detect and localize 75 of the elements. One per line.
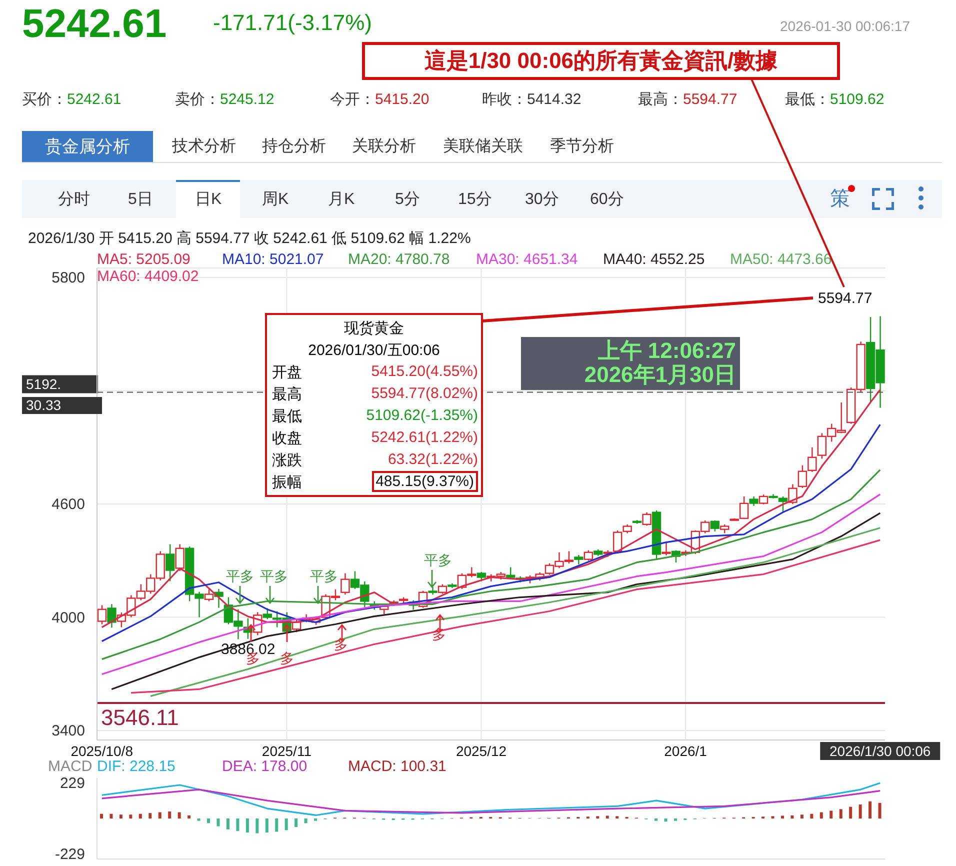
x-tick-label: 2026/1/30 00:06 bbox=[830, 743, 931, 759]
annotation: 现货黄金 bbox=[343, 319, 405, 338]
text: MA60: 4409.02 bbox=[97, 268, 199, 285]
annotation: 5594.77 bbox=[818, 290, 872, 307]
x-tick-label: 2025/12 bbox=[456, 743, 507, 759]
text: MA10: 5021.07 bbox=[222, 251, 324, 268]
y-tick-label: 5800 bbox=[52, 269, 85, 286]
y-tick-label: -229 bbox=[54, 846, 85, 864]
annotation: 最高 bbox=[272, 385, 302, 404]
annotation: 振幅 bbox=[272, 473, 302, 492]
text: 昨收：5414.32 bbox=[482, 91, 582, 108]
text: 月K bbox=[328, 190, 355, 210]
text: 贵金属分析 bbox=[22, 131, 153, 162]
annotation: 5109.62(-1.35%) bbox=[366, 407, 478, 424]
chart-title: 5242.61 bbox=[22, 2, 167, 46]
text: MA30: 4651.34 bbox=[476, 251, 578, 268]
annotation: 平多 bbox=[226, 568, 254, 586]
text: 最高：5594.77 bbox=[638, 91, 738, 108]
series-label: DEA: 178.00 bbox=[222, 758, 308, 775]
text: 最低：5109.62 bbox=[785, 91, 884, 108]
series-label: DIF: 228.15 bbox=[97, 758, 176, 775]
text: 2026-01-30 00:06:17 bbox=[780, 18, 910, 34]
annotation: 多 bbox=[334, 636, 348, 654]
text: MA40: 4552.25 bbox=[603, 251, 705, 268]
text: 今开：5415.20 bbox=[330, 91, 430, 108]
annotation: 收盘 bbox=[272, 429, 302, 448]
text: 持仓分析 bbox=[262, 137, 326, 157]
text: 15分 bbox=[458, 190, 492, 210]
annotation: 上午 12:06:27 bbox=[596, 338, 736, 363]
annotation: 开盘 bbox=[272, 363, 302, 382]
y-tick-label: 4600 bbox=[52, 496, 85, 513]
text: 分时 bbox=[58, 190, 90, 210]
x-tick-label: 2025/10/8 bbox=[70, 743, 134, 759]
text: 日K bbox=[195, 190, 222, 210]
text: MA5: 5205.09 bbox=[97, 251, 190, 268]
annotation: 平多 bbox=[424, 552, 452, 570]
text: 2026/1/30 开 5415.20 高 5594.77 收 5242.61 低 5109.62 幅 1.22% bbox=[28, 229, 471, 248]
x-tick-label: 2025/11 bbox=[262, 743, 312, 759]
annotation: 平多 bbox=[310, 568, 338, 586]
chart-title: 5242.61 bbox=[67, 91, 122, 108]
text: 技术分析 bbox=[172, 136, 236, 157]
chart-subtitle: -171.71(-3.17%) bbox=[213, 10, 372, 36]
annotation: 2026年1月30日 bbox=[583, 362, 736, 387]
text: 5分 bbox=[395, 190, 420, 210]
text: MACD: 100.31 bbox=[348, 758, 446, 775]
annotation: 63.32(1.22%) bbox=[388, 451, 478, 468]
text: 這是1/30 00:06的所有黃金資訊/數據 bbox=[362, 42, 840, 80]
annotation: 485.15(9.37%) bbox=[372, 471, 478, 492]
text: 60分 bbox=[590, 190, 624, 210]
text: 关联分析 bbox=[352, 136, 416, 157]
ref-line-label: 3546.11 bbox=[101, 704, 179, 730]
readout-box: 30.33 bbox=[22, 397, 102, 414]
annotation: 平多 bbox=[260, 568, 288, 586]
text: 美联储关联 bbox=[443, 136, 523, 157]
ref-line-label: 5192. bbox=[26, 376, 62, 392]
text: 策 bbox=[830, 187, 850, 212]
annotation: 2026/01/30/五00:06 bbox=[307, 341, 441, 360]
y-tick-label: 229 bbox=[60, 774, 85, 792]
annotation: 最低 bbox=[272, 407, 302, 426]
annotation: 涨跌 bbox=[272, 451, 302, 470]
text: MA50: 4473.66 bbox=[730, 251, 832, 268]
text: 季节分析 bbox=[550, 136, 614, 157]
text: 5日 bbox=[128, 190, 153, 210]
annotation: 5242.61(1.22%) bbox=[371, 429, 478, 446]
text: 30分 bbox=[525, 190, 559, 210]
annotation: 5594.77(8.02%) bbox=[371, 385, 478, 402]
chart-title: MACD bbox=[48, 758, 92, 775]
text: 周K bbox=[262, 190, 289, 210]
text: 买价： bbox=[22, 91, 67, 108]
text: MA20: 4780.78 bbox=[348, 251, 450, 268]
annotation: 5415.20(4.55%) bbox=[371, 363, 478, 380]
x-tick-label: 2026/1 bbox=[664, 743, 708, 759]
y-tick-label: 4000 bbox=[52, 609, 85, 626]
text: 卖价：5245.12 bbox=[175, 91, 274, 108]
y-tick-label: 3400 bbox=[52, 722, 85, 740]
